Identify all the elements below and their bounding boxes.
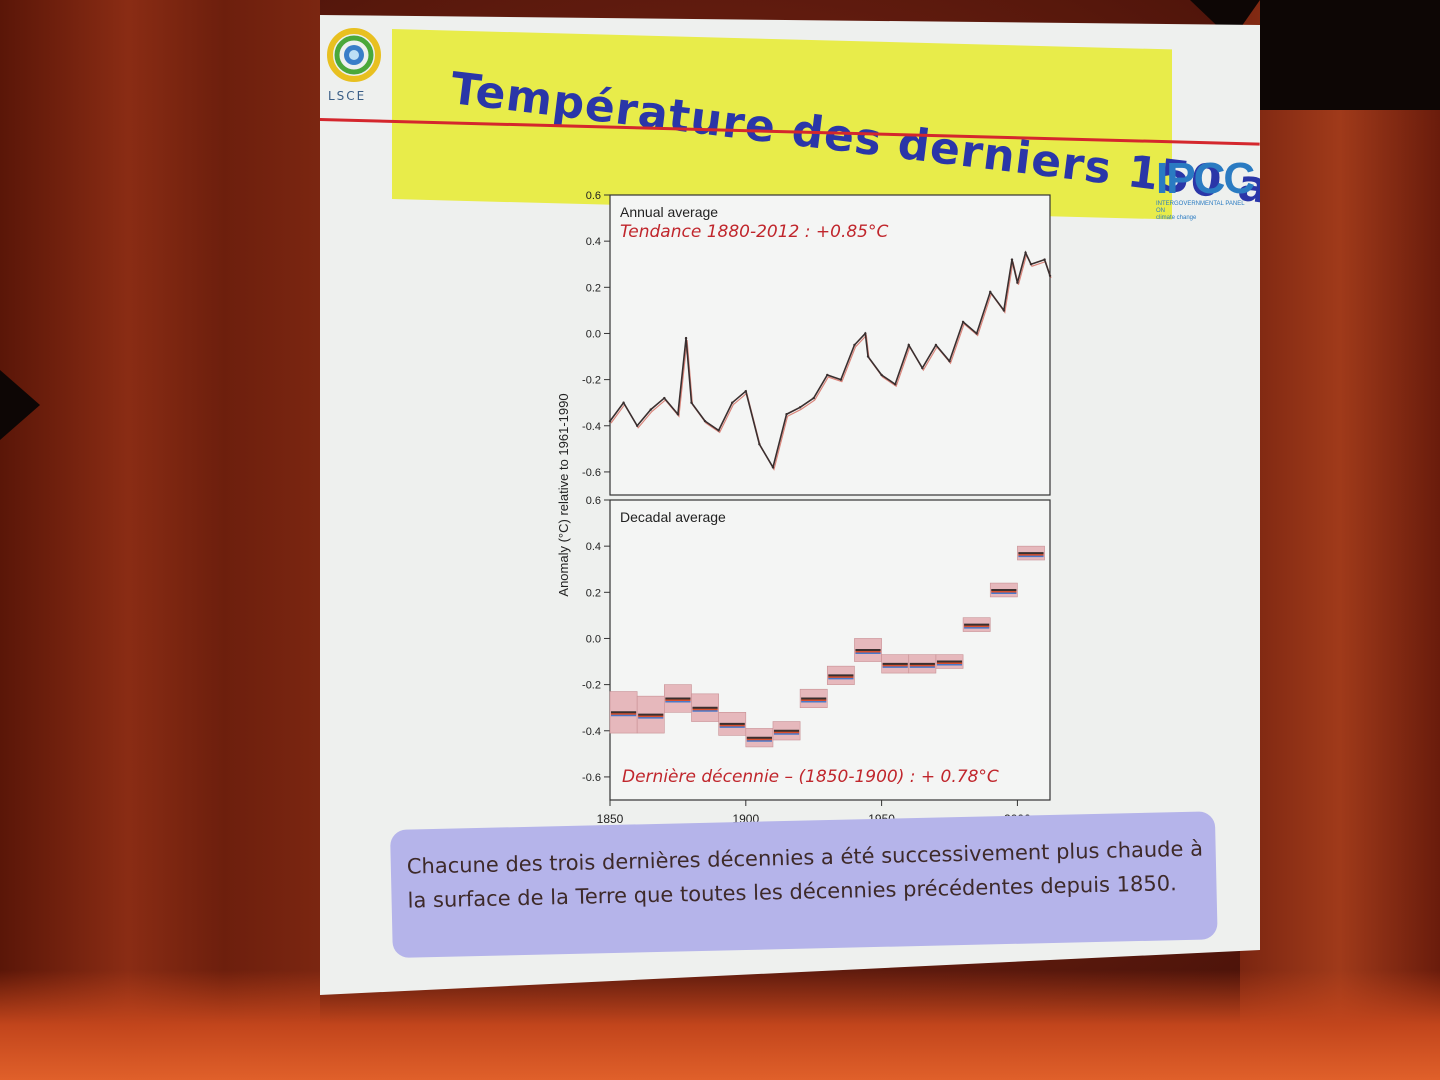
annual-point xyxy=(635,424,639,427)
y-axis-label: Anomaly (°C) relative to 1961-1990 xyxy=(556,393,571,596)
annual-point xyxy=(864,332,867,335)
lsce-logo-icon xyxy=(327,28,381,82)
curtain-left xyxy=(0,0,320,1080)
annual-point xyxy=(1010,258,1014,261)
annual-ytick-label: -0.6 xyxy=(582,467,601,479)
annual-point xyxy=(758,443,761,446)
decadal-ytick-label: -0.2 xyxy=(582,680,601,692)
annual-point xyxy=(893,383,897,386)
annual-point xyxy=(948,359,951,363)
curtain-right xyxy=(1240,0,1440,1080)
annual-point xyxy=(771,466,775,469)
annual-point xyxy=(1029,263,1033,266)
annual-point xyxy=(622,401,625,404)
annual-point xyxy=(961,320,965,324)
annual-point xyxy=(853,343,856,347)
annual-point xyxy=(798,406,802,409)
annual-point xyxy=(975,332,978,335)
annual-point xyxy=(812,396,815,400)
annual-point xyxy=(663,396,666,400)
annual-point xyxy=(1016,281,1019,284)
annual-ytick-label: 0.6 xyxy=(586,190,601,202)
annual-ytick-label: 0.2 xyxy=(586,282,601,294)
annual-ytick-label: 0.4 xyxy=(586,236,601,248)
temperature-chart: 0.6 0.4 0.2 0.0 -0.2 -0.4 -0.6 Annual average Te… xyxy=(556,190,1052,825)
annual-point xyxy=(1048,274,1052,277)
annual-point xyxy=(907,343,910,347)
projection-screen: LSCE Température des derniers 150 ans IP… xyxy=(320,15,1260,995)
decadal-ytick-label: -0.6 xyxy=(582,772,601,784)
ipcc-logo-text: IPCC xyxy=(1156,154,1255,203)
decadal-ytick-label: 0.2 xyxy=(586,587,601,599)
annual-point xyxy=(934,343,938,347)
annual-ytick-label: -0.2 xyxy=(582,375,601,387)
annual-point xyxy=(921,366,924,370)
annual-panel: 0.6 0.4 0.2 0.0 -0.2 -0.4 -0.6 Annual average Te… xyxy=(582,190,1052,496)
decadal-panel: 0.6 0.4 0.2 0.0 -0.2 -0.4 -0.6 Decadal average 1… xyxy=(582,495,1051,825)
annual-point xyxy=(839,378,843,381)
annual-point xyxy=(785,413,788,416)
ceiling-fixture xyxy=(1260,0,1440,110)
decadal-ytick-label: -0.4 xyxy=(582,726,601,738)
annual-series-line xyxy=(609,250,1051,470)
decadal-annotation: Dernière décennie – (1850-1900) : + 0.78… xyxy=(622,767,999,787)
note-box: Chacune des trois dernières décennies a … xyxy=(390,811,1218,958)
annual-point xyxy=(684,336,688,340)
annual-ytick-label: -0.4 xyxy=(582,421,601,433)
decadal-ytick-label: 0.6 xyxy=(586,495,601,507)
annual-point xyxy=(703,419,707,423)
annual-point xyxy=(690,401,693,404)
decadal-frame xyxy=(609,499,1051,801)
annual-annotation: Tendance 1880-2012 : +0.85°C xyxy=(620,222,889,242)
annual-point xyxy=(866,355,870,358)
annual-point xyxy=(880,373,883,377)
annual-point xyxy=(676,413,680,416)
annual-point xyxy=(1043,258,1046,261)
ipcc-logo: IPCC INTERGOVERNMENTAL PANEL ON climate … xyxy=(1156,154,1255,235)
annual-point xyxy=(717,429,720,432)
annual-point xyxy=(826,373,829,377)
annual-panel-label: Annual average xyxy=(620,204,718,220)
annual-point xyxy=(1024,251,1027,254)
x-tick-label: 1850 xyxy=(597,812,624,825)
annual-point xyxy=(989,290,992,294)
ipcc-logo-subtitle-2: climate change xyxy=(1156,215,1197,221)
annual-ytick-label: 0.0 xyxy=(586,328,601,340)
decadal-ytick-label: 0.4 xyxy=(586,541,601,553)
annual-point xyxy=(731,401,734,404)
annual-point xyxy=(649,408,652,411)
ipcc-logo-subtitle-1: INTERGOVERNMENTAL PANEL ON xyxy=(1156,201,1245,214)
note-text: Chacune des trois dernières décennies a … xyxy=(406,836,1204,913)
decadal-panel-label: Decadal average xyxy=(620,509,726,525)
annual-point xyxy=(744,389,748,393)
annual-point xyxy=(608,419,612,423)
lsce-logo-text: LSCE xyxy=(328,89,367,103)
stage-floor xyxy=(0,970,1440,1080)
annual-frame xyxy=(609,194,1051,496)
annual-point xyxy=(1002,309,1006,312)
decadal-ytick-label: 0.0 xyxy=(586,633,601,645)
